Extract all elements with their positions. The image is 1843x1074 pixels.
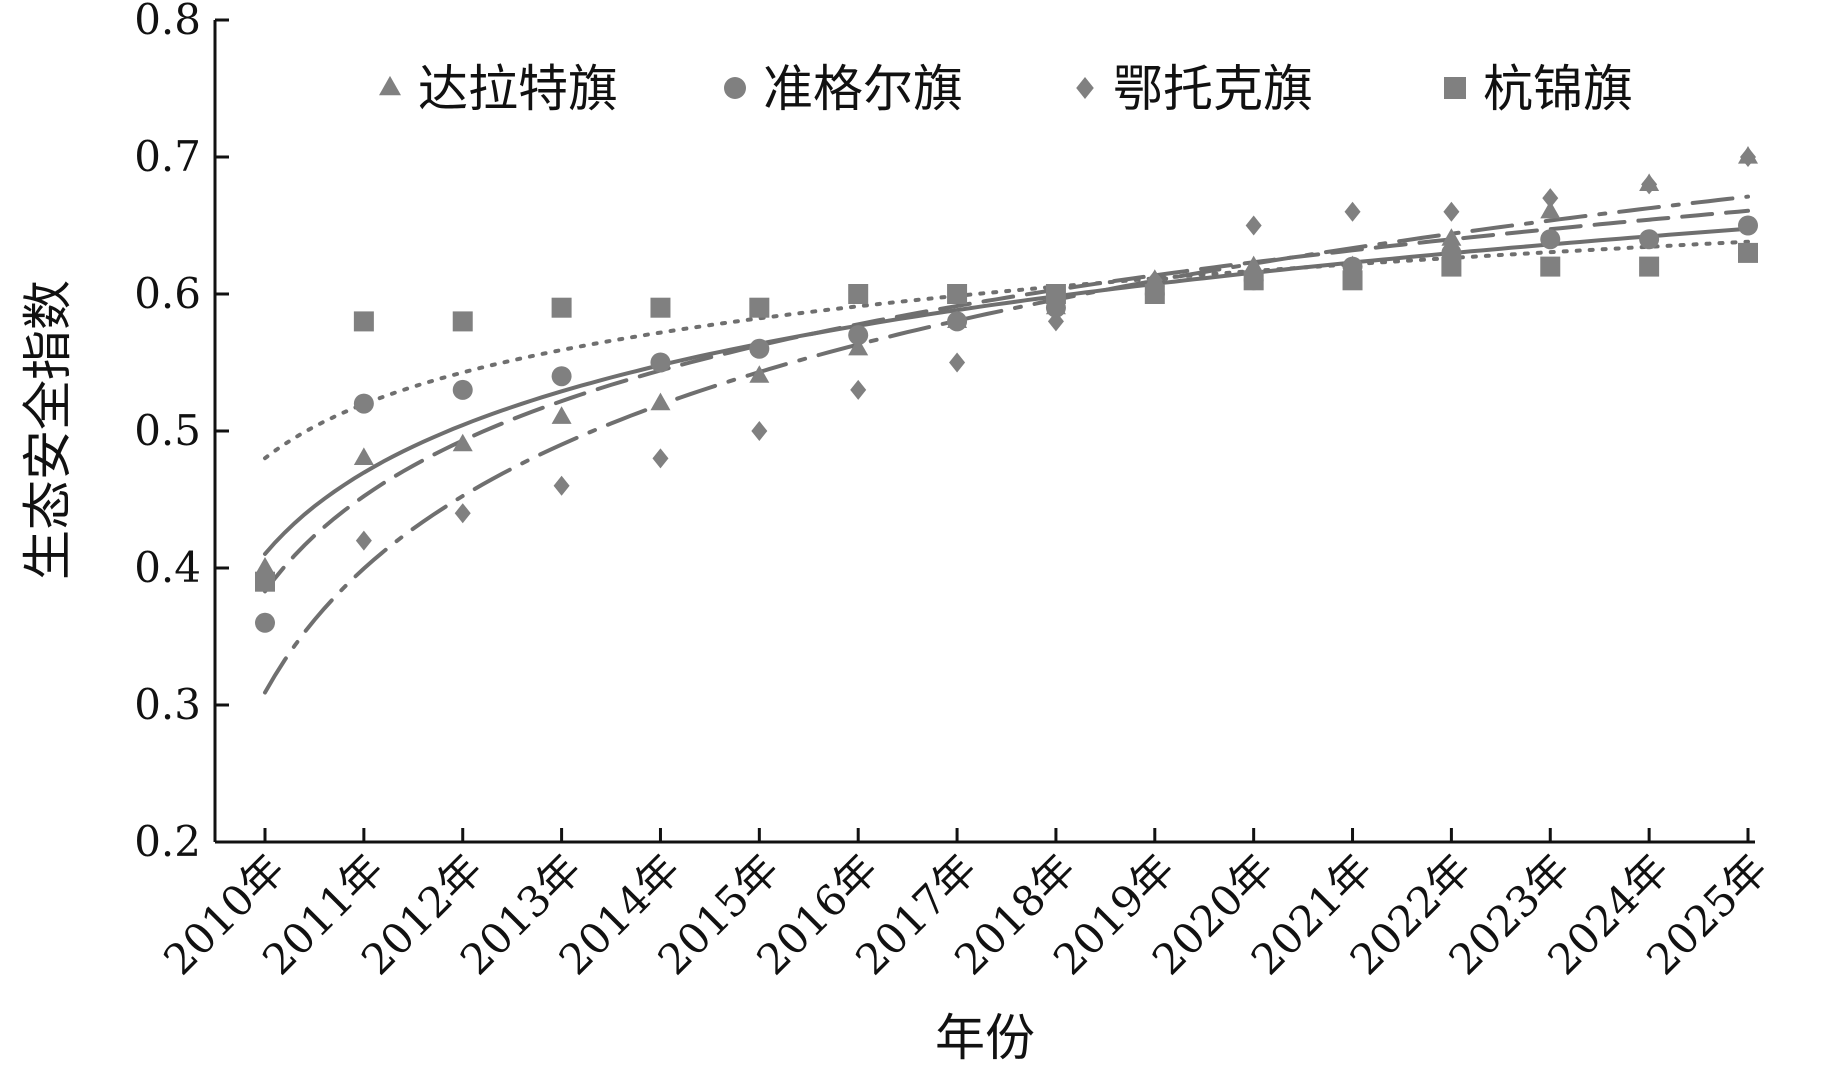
- data-point: [652, 448, 669, 469]
- data-point: [1540, 200, 1561, 219]
- data-point: [1641, 174, 1658, 195]
- legend-label: 达拉特旗: [418, 60, 618, 118]
- trend-line: [263, 239, 1750, 461]
- data-point: [551, 366, 572, 387]
- legend-marker: [1076, 77, 1094, 99]
- data-point: [1045, 284, 1066, 304]
- data-point: [650, 297, 671, 318]
- data-point: [650, 352, 671, 373]
- y-tick-label: 0.5: [134, 406, 201, 455]
- data-point: [452, 433, 473, 452]
- data-point: [1738, 242, 1758, 263]
- data-point: [452, 311, 473, 332]
- data-point: [1342, 270, 1363, 291]
- x-ticks: 2010年2011年2012年2013年2014年2015年2016年2017年…: [154, 828, 1777, 984]
- data-point: [255, 557, 275, 575]
- data-point: [1738, 215, 1758, 236]
- data-point: [1441, 228, 1462, 246]
- data-point: [255, 571, 275, 592]
- data-point: [1245, 215, 1262, 236]
- data-point: [949, 352, 966, 373]
- data-point: [1540, 256, 1561, 277]
- y-tick-label: 0.2: [134, 817, 201, 866]
- trend-line: [263, 194, 1750, 695]
- legend-label: 鄂托克旗: [1113, 60, 1313, 118]
- data-point: [553, 475, 570, 496]
- data-point: [1740, 147, 1756, 167]
- data-point: [551, 406, 572, 424]
- data-point: [452, 379, 473, 400]
- data-point: [1443, 201, 1460, 222]
- data-point: [353, 393, 374, 414]
- data-point: [751, 421, 768, 441]
- data-point: [1441, 256, 1462, 277]
- data-point: [355, 530, 372, 551]
- data-point: [454, 503, 471, 524]
- data-point: [1243, 255, 1264, 274]
- data-markers: [255, 146, 1758, 633]
- legend-marker: [1444, 77, 1466, 99]
- legend-marker: [724, 77, 746, 99]
- trend-lines: [263, 194, 1750, 695]
- legend-label: 准格尔旗: [763, 60, 963, 118]
- data-point: [1639, 256, 1660, 277]
- data-point: [850, 379, 867, 400]
- y-tick-label: 0.3: [134, 680, 201, 729]
- legend: 达拉特旗 准格尔旗 鄂托克旗 杭锦旗: [379, 60, 1633, 118]
- y-axis-title: 生态安全指数: [19, 280, 77, 580]
- data-point: [1639, 229, 1660, 250]
- y-tick-label: 0.8: [134, 0, 201, 44]
- data-point: [353, 447, 374, 465]
- trend-line: [263, 208, 1750, 594]
- y-tick-label: 0.6: [134, 269, 201, 318]
- data-point: [1047, 311, 1064, 332]
- data-point: [1243, 270, 1264, 291]
- data-point: [749, 365, 770, 383]
- trend-line: [263, 226, 1750, 556]
- data-point: [257, 612, 273, 633]
- data-point: [650, 392, 671, 411]
- data-point: [353, 311, 374, 332]
- y-tick-label: 0.7: [134, 132, 201, 181]
- data-point: [749, 338, 770, 359]
- data-point: [1144, 284, 1165, 304]
- data-point: [749, 297, 770, 318]
- data-point: [551, 297, 572, 318]
- data-point: [848, 284, 869, 304]
- x-axis-title: 年份: [935, 1009, 1035, 1067]
- data-point: [848, 325, 869, 346]
- y-ticks: 0.2 0.3 0.4 0.5 0.6 0.7 0.8: [134, 0, 229, 866]
- legend-label: 杭锦旗: [1483, 60, 1633, 118]
- data-point: [947, 311, 968, 332]
- data-point: [848, 337, 869, 356]
- y-tick-label: 0.4: [134, 543, 201, 592]
- data-point: [1542, 188, 1559, 209]
- data-point: [947, 284, 968, 304]
- data-point: [1540, 229, 1561, 250]
- legend-marker: [379, 75, 401, 96]
- data-point: [1344, 201, 1361, 222]
